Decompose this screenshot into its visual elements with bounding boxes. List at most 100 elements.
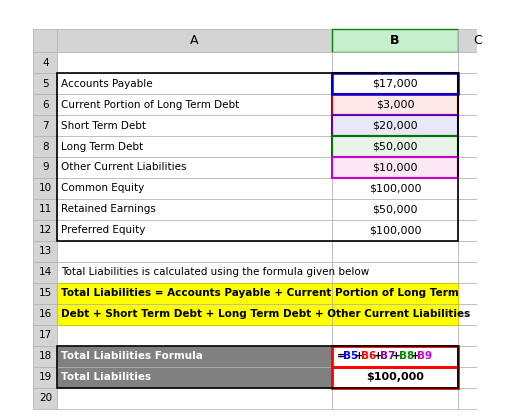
Text: B5: B5 [343, 351, 358, 361]
Text: 13: 13 [39, 246, 52, 256]
Bar [332, 367, 458, 388]
Text: $3,000: $3,000 [376, 100, 414, 110]
Bar [57, 157, 332, 178]
Text: Common Equity: Common Equity [61, 183, 144, 193]
Text: $100,000: $100,000 [369, 226, 421, 235]
Text: Long Term Debt: Long Term Debt [61, 141, 143, 151]
Bar [33, 283, 57, 304]
Bar [57, 346, 458, 388]
Bar [57, 283, 332, 304]
Bar [458, 283, 496, 304]
Bar [57, 388, 332, 409]
Bar [33, 241, 57, 262]
Bar [57, 115, 332, 136]
Bar [33, 220, 57, 241]
Bar [33, 367, 57, 388]
Text: Current Portion of Long Term Debt: Current Portion of Long Term Debt [61, 100, 239, 110]
Bar [458, 157, 496, 178]
Bar [332, 29, 458, 52]
Bar [458, 367, 496, 388]
Bar [33, 94, 57, 115]
Bar [57, 283, 458, 325]
Bar [57, 325, 332, 346]
Text: 5: 5 [42, 78, 49, 88]
Bar [458, 178, 496, 199]
Text: 7: 7 [42, 121, 49, 131]
Bar [458, 199, 496, 220]
Text: $20,000: $20,000 [372, 121, 418, 131]
Text: Retained Earnings: Retained Earnings [61, 204, 156, 214]
Bar [57, 178, 332, 199]
Text: Total Liabilities: Total Liabilities [61, 372, 151, 382]
Bar [33, 73, 57, 94]
Bar [33, 325, 57, 346]
Bar [332, 346, 458, 367]
Text: 8: 8 [42, 141, 49, 151]
Bar [57, 262, 332, 283]
Text: $17,000: $17,000 [372, 78, 418, 88]
Bar [57, 367, 332, 388]
Text: 12: 12 [39, 226, 52, 235]
Bar [458, 325, 496, 346]
Bar [57, 29, 332, 52]
Bar [458, 304, 496, 325]
Text: Accounts Payable: Accounts Payable [61, 78, 153, 88]
Bar [33, 52, 57, 73]
Bar [458, 115, 496, 136]
Bar [33, 346, 57, 367]
Bar [57, 52, 332, 73]
Bar [332, 73, 458, 94]
Bar [458, 346, 496, 367]
Text: $100,000: $100,000 [369, 183, 421, 193]
Bar [332, 157, 458, 178]
Bar [332, 94, 458, 115]
Bar [57, 220, 332, 241]
Text: $50,000: $50,000 [372, 141, 418, 151]
Text: B8: B8 [398, 351, 414, 361]
Bar [458, 52, 496, 73]
Bar [33, 157, 57, 178]
Bar [33, 115, 57, 136]
Text: B7: B7 [380, 351, 395, 361]
Bar [332, 136, 458, 157]
Bar [458, 94, 496, 115]
Text: 15: 15 [39, 288, 52, 298]
Bar [332, 241, 458, 262]
Bar [332, 346, 458, 367]
Text: +: + [373, 351, 382, 361]
Bar [332, 283, 458, 304]
Text: +: + [411, 351, 419, 361]
Bar [458, 241, 496, 262]
Bar [33, 304, 57, 325]
Bar [332, 325, 458, 346]
Bar [33, 178, 57, 199]
Bar [458, 262, 496, 283]
Bar [33, 388, 57, 409]
Text: Debt + Short Term Debt + Long Term Debt + Other Current Liabilities: Debt + Short Term Debt + Long Term Debt … [61, 309, 470, 319]
Bar [458, 220, 496, 241]
Bar [332, 136, 458, 157]
Text: =: = [336, 351, 345, 361]
Bar [332, 157, 458, 178]
Text: $50,000: $50,000 [372, 204, 418, 214]
Text: $100,000: $100,000 [366, 372, 424, 382]
Bar [332, 304, 458, 325]
Text: Total Liabilities is calculated using the formula given below: Total Liabilities is calculated using th… [61, 267, 369, 277]
Bar [33, 29, 57, 52]
Text: 6: 6 [42, 100, 49, 110]
Bar [57, 73, 332, 94]
Bar [57, 199, 332, 220]
Text: B: B [390, 34, 400, 47]
Bar [332, 178, 458, 199]
Text: $10,000: $10,000 [372, 163, 418, 173]
Text: A: A [190, 34, 199, 47]
Text: 17: 17 [39, 330, 52, 340]
Text: 10: 10 [39, 183, 52, 193]
Bar [458, 136, 496, 157]
Text: 14: 14 [39, 267, 52, 277]
Bar [57, 136, 332, 157]
Bar [332, 199, 458, 220]
Bar [57, 94, 332, 115]
Bar [332, 367, 458, 388]
Text: 4: 4 [42, 58, 49, 68]
